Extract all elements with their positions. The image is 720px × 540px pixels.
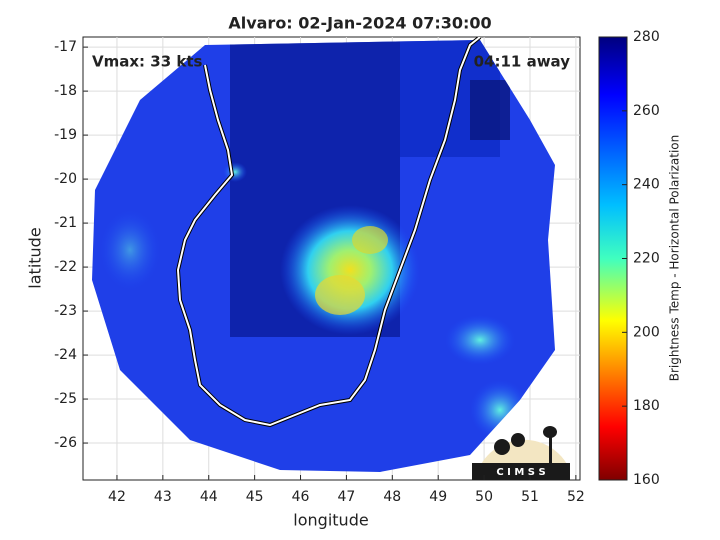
colorbar-tick-label: 180 bbox=[633, 398, 660, 414]
x-tick-label: 52 bbox=[567, 489, 585, 505]
eta-label: 04:11 away bbox=[474, 53, 571, 71]
y-tick-label: -25 bbox=[54, 391, 77, 407]
x-tick-label: 45 bbox=[246, 489, 264, 505]
x-tick-label: 42 bbox=[108, 489, 126, 505]
y-tick-label: -26 bbox=[54, 435, 77, 451]
logo-text: C I M S S bbox=[496, 467, 545, 478]
x-tick-label: 49 bbox=[429, 489, 447, 505]
y-tick-label: -19 bbox=[54, 127, 77, 143]
y-tick-label: -22 bbox=[54, 259, 77, 275]
cimss-logo: C I M S S bbox=[472, 426, 570, 480]
colorbar-tick-label: 160 bbox=[633, 472, 660, 488]
y-tick-label: -23 bbox=[54, 303, 77, 319]
x-axis-label: longitude bbox=[293, 511, 368, 530]
swath-image bbox=[92, 37, 555, 472]
y-tick-label: -24 bbox=[54, 347, 77, 363]
y-tick-label: -21 bbox=[54, 215, 77, 231]
x-tick-label: 47 bbox=[338, 489, 356, 505]
x-tick-label: 43 bbox=[154, 489, 172, 505]
x-tick-label: 44 bbox=[200, 489, 218, 505]
y-axis-label: latitude bbox=[26, 227, 45, 288]
colorbar-tick-label: 240 bbox=[633, 177, 660, 193]
colorbar-tick-label: 260 bbox=[633, 103, 660, 119]
vmax-label: Vmax: 33 kts bbox=[92, 53, 202, 71]
y-tick-label: -17 bbox=[54, 39, 77, 55]
x-tick-label: 46 bbox=[292, 489, 310, 505]
title: Alvaro: 02-Jan-2024 07:30:00 bbox=[228, 14, 491, 33]
y-tick-label: -18 bbox=[54, 83, 77, 99]
colorbar-tick-label: 280 bbox=[633, 29, 660, 45]
x-tick-label: 51 bbox=[521, 489, 539, 505]
y-tick-label: -20 bbox=[54, 171, 77, 187]
colorbar-tick-label: 220 bbox=[633, 251, 660, 267]
x-tick-label: 48 bbox=[383, 489, 401, 505]
x-tick-label: 50 bbox=[475, 489, 493, 505]
colorbar-tick-label: 200 bbox=[633, 324, 660, 340]
colorbar-label: Brightness Temp - Horizontal Polarizatio… bbox=[668, 135, 682, 382]
